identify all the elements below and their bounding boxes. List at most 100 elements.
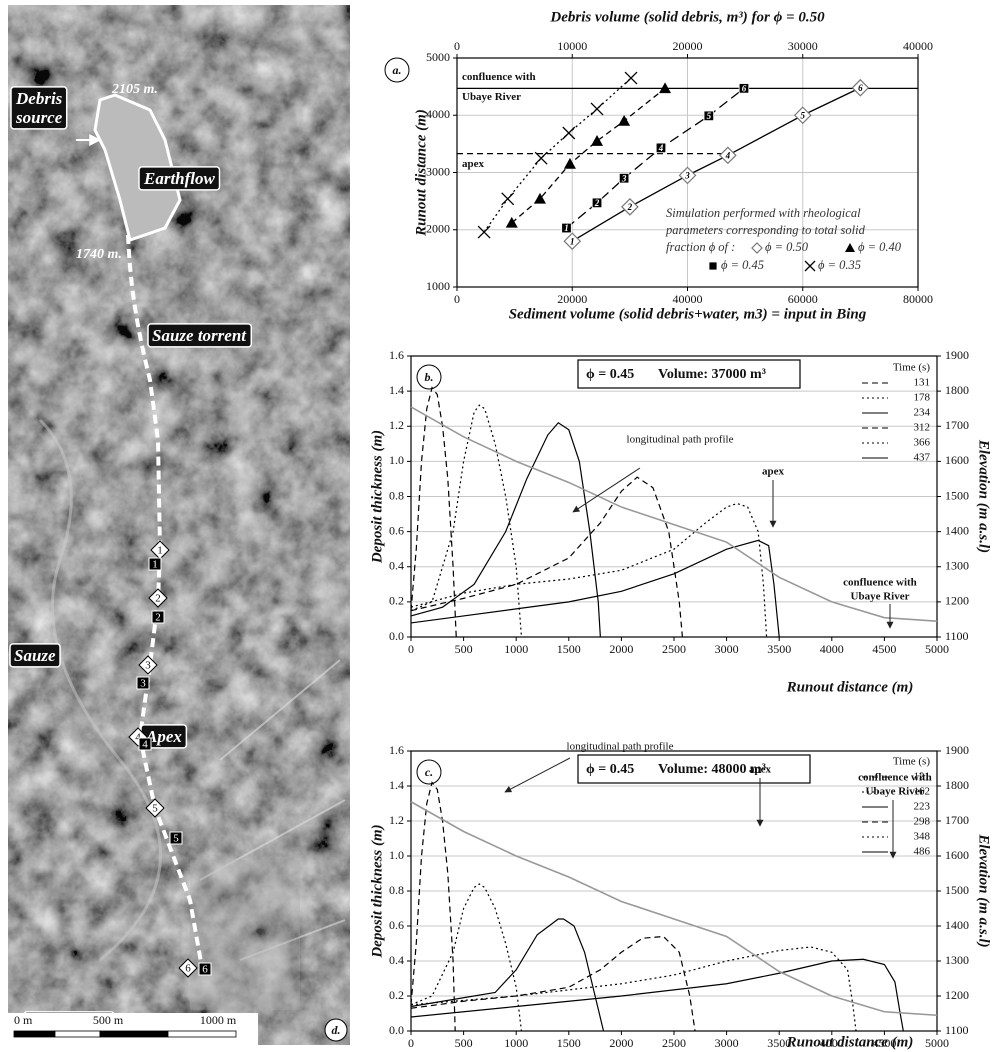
legend-label: 486 <box>914 846 931 858</box>
y-tick-label: 4000 <box>426 107 450 121</box>
x-tick-label: 20000 <box>557 292 587 306</box>
chart-title: Debris volume (solid debris, m³) for ϕ =… <box>549 9 825 25</box>
legend-label: 312 <box>914 422 931 434</box>
y-tick-label: 0.0 <box>389 1023 404 1037</box>
marker <box>709 262 717 270</box>
x-tick-label: 3000 <box>715 642 739 656</box>
legend-label: ϕ = 0.50 <box>765 240 809 254</box>
panel-label: d. <box>332 1023 341 1037</box>
y2-tick-label: 1300 <box>945 953 969 967</box>
x2-tick-label: 30000 <box>788 39 818 53</box>
y-tick-label: 1000 <box>426 279 450 293</box>
x-tick-label: 80000 <box>903 292 933 306</box>
point-label: 2 <box>594 198 600 208</box>
scale-label: 0 m <box>14 1013 33 1027</box>
legend-label: ϕ = 0.35 <box>818 258 861 272</box>
x2-tick-label: 20000 <box>673 39 703 53</box>
y2-tick-label: 1600 <box>945 848 969 862</box>
point-label: 6 <box>742 83 747 93</box>
place-label-group: Sauze <box>10 644 60 667</box>
y-tick-label: 0.8 <box>389 488 404 502</box>
scale-label: 1000 m <box>200 1013 237 1027</box>
legend-title: Simulation performed with rheological <box>666 206 861 220</box>
legend-label: 366 <box>914 437 931 449</box>
point-label: 6 <box>858 83 863 93</box>
x-tick-label: 40000 <box>673 292 703 306</box>
y2-tick-label: 1200 <box>945 988 969 1002</box>
place-label: Earthflow <box>143 169 216 188</box>
site-number: 1 <box>152 559 158 571</box>
legend-label: 298 <box>914 816 931 828</box>
annotation: longitudinal path profile <box>627 434 734 446</box>
y-tick-label: 1.2 <box>389 418 404 432</box>
legend-label: 437 <box>914 452 931 464</box>
y-tick-label: 1.2 <box>389 813 404 827</box>
y-tick-label: 0.0 <box>389 629 404 643</box>
y-tick-label: 0.4 <box>389 953 404 967</box>
x-tick-label: 3500 <box>767 642 791 656</box>
x-axis-label: Sediment volume (solid debris+water, m3)… <box>509 306 867 322</box>
legend-label: 178 <box>914 392 931 404</box>
info-text: ϕ = 0.45 <box>586 367 634 382</box>
site-number: 6 <box>202 964 208 976</box>
y-tick-label: 2000 <box>426 222 450 236</box>
x2-tick-label: 10000 <box>557 39 587 53</box>
scale-bar-segment <box>55 1031 100 1037</box>
place-label: source <box>15 108 63 127</box>
panel-label: a. <box>393 63 402 77</box>
legend-title: Time (s) <box>893 756 931 768</box>
site-number: 6 <box>185 963 191 975</box>
site-number: 2 <box>155 593 161 605</box>
x-tick-label: 0 <box>454 292 460 306</box>
x-tick-label: 1500 <box>557 1036 581 1050</box>
point-label: 1 <box>564 223 569 233</box>
site-number: 3 <box>140 678 146 690</box>
y-tick-label: 3000 <box>426 164 450 178</box>
point-label: 5 <box>801 110 806 120</box>
legend-title: Time (s) <box>893 362 931 374</box>
x-tick-label: 2000 <box>609 642 633 656</box>
site-number: 3 <box>145 660 151 672</box>
scale-bar-segment <box>14 1031 55 1037</box>
page: {"photo":{"panel":"d.","debris_source":[… <box>0 0 995 1052</box>
x-tick-label: 1000 <box>504 642 528 656</box>
legend-title: parameters corresponding to total solid <box>665 223 866 237</box>
point-label: 2 <box>627 202 633 212</box>
y-tick-label: 1.0 <box>389 453 404 467</box>
legend-label: 131 <box>914 377 931 389</box>
legend-label: ϕ = 0.45 <box>721 258 764 272</box>
y2-tick-label: 1500 <box>945 883 969 897</box>
place-label: Sauze <box>14 646 56 665</box>
y-tick-label: 0.6 <box>389 918 404 932</box>
x-tick-label: 1000 <box>504 1036 528 1050</box>
y-tick-label: 5000 <box>426 50 450 64</box>
point-label: 4 <box>658 143 664 153</box>
y2-tick-label: 1900 <box>945 348 969 362</box>
legend-label: 223 <box>914 801 931 813</box>
x-axis-label: Runout distance (m) <box>786 1034 914 1050</box>
place-label-group: Earthflow <box>139 167 220 190</box>
x-tick-label: 500 <box>455 1036 473 1050</box>
site-number: 4 <box>142 739 148 751</box>
legend-label: 234 <box>914 407 931 419</box>
y2-tick-label: 1400 <box>945 918 969 932</box>
panel-label: c. <box>425 765 433 779</box>
y2-tick-label: 1200 <box>945 594 969 608</box>
point-label: 4 <box>725 150 731 160</box>
y-tick-label: 1.4 <box>389 383 404 397</box>
site-number: 2 <box>155 612 161 624</box>
point-label: 1 <box>570 236 575 246</box>
y2-tick-label: 1400 <box>945 523 969 537</box>
y-axis-label: Deposit thickness (m) <box>369 824 385 958</box>
place-label: Sauze torrent <box>152 326 247 345</box>
reference-label: apex <box>462 158 485 170</box>
village <box>190 860 300 1010</box>
place-label-group: Sauze torrent <box>148 324 251 347</box>
y-tick-label: 0.2 <box>389 988 404 1002</box>
elevation-label: 1740 m. <box>76 247 122 262</box>
annotation: apex <box>762 466 785 478</box>
x-tick-label: 0 <box>408 1036 414 1050</box>
y-tick-label: 1.0 <box>389 848 404 862</box>
